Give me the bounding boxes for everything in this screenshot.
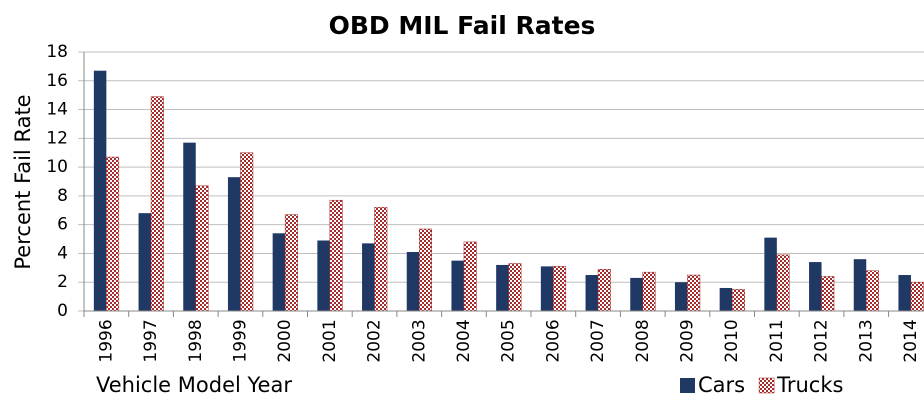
bar (508, 263, 522, 312)
bar (776, 254, 790, 312)
bar (731, 289, 745, 312)
bar (106, 156, 120, 312)
x-tick-label: 2013 (856, 319, 876, 362)
bar (195, 185, 209, 312)
bar (284, 214, 298, 312)
bar (597, 269, 611, 312)
x-tick-label: 1999 (230, 319, 250, 362)
bar (463, 241, 477, 312)
y-tick-label: 18 (46, 42, 68, 62)
x-tick-label: 2003 (409, 319, 429, 362)
y-tick-label: 2 (57, 272, 68, 292)
x-tick-label: 2006 (543, 319, 563, 362)
legend-swatch (680, 378, 695, 393)
bar (272, 233, 286, 311)
legend-swatch (758, 377, 775, 394)
bar (553, 266, 567, 312)
bar (138, 213, 152, 311)
bar (809, 262, 822, 311)
x-tick-label: 2008 (633, 319, 653, 362)
bar (93, 70, 107, 311)
x-tick-label: 2010 (722, 319, 742, 362)
x-tick-label: 2002 (365, 319, 385, 362)
x-tick-label: 2009 (677, 319, 697, 362)
y-tick-label: 14 (46, 100, 68, 120)
x-tick-label: 2011 (767, 319, 787, 362)
legend-label: Cars (698, 373, 745, 397)
y-tick-label: 6 (57, 215, 68, 235)
bar (719, 287, 733, 311)
bar (183, 142, 196, 311)
x-tick-label: 2012 (812, 319, 832, 362)
bar (585, 275, 599, 311)
y-tick-label: 16 (46, 71, 68, 91)
bar (910, 281, 924, 312)
bar (362, 243, 375, 311)
bar (329, 199, 343, 312)
y-tick-label: 0 (57, 301, 68, 321)
x-axis-label: Vehicle Model Year (96, 373, 292, 397)
x-tick-label: 1997 (141, 319, 161, 362)
bar (821, 276, 835, 312)
bar (317, 240, 330, 311)
bar (898, 275, 911, 311)
y-tick-label: 10 (46, 157, 68, 177)
bar (642, 271, 656, 312)
bar (853, 259, 867, 311)
x-tick-label: 1998 (186, 319, 206, 362)
y-tick-label: 12 (46, 128, 68, 148)
bar (496, 264, 509, 311)
y-axis-label: Percent Fail Rate (11, 94, 35, 269)
bar (764, 237, 777, 311)
bar (374, 207, 388, 312)
x-tick-label: 2007 (588, 319, 608, 362)
bar (674, 282, 688, 311)
bar (451, 260, 464, 311)
x-tick-label: 2000 (275, 319, 295, 362)
y-tick-label: 8 (57, 186, 68, 206)
x-tick-label: 2005 (499, 319, 519, 362)
x-tick-label: 2004 (454, 319, 474, 362)
x-tick-label: 2001 (320, 319, 340, 362)
bar (406, 252, 420, 311)
bar (227, 177, 241, 311)
bar (240, 152, 254, 312)
bar (630, 277, 643, 311)
bar (866, 270, 879, 312)
x-tick-label: 2014 (901, 319, 921, 362)
bar (150, 96, 164, 312)
bar (419, 228, 432, 312)
legend-label: Trucks (776, 373, 843, 397)
y-tick-label: 4 (57, 243, 68, 263)
bar (540, 266, 554, 311)
bar (687, 274, 701, 312)
chart-title: OBD MIL Fail Rates (329, 11, 596, 40)
x-tick-label: 1996 (96, 319, 116, 362)
